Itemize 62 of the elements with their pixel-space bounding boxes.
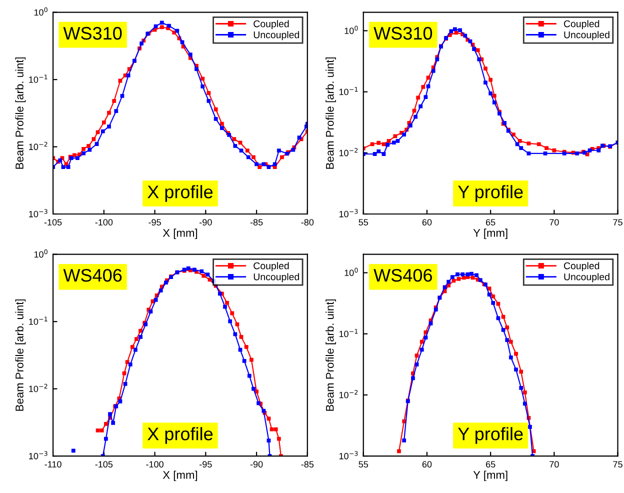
y-tick-label: 10$^{−2}$: [29, 142, 48, 150]
y-tick-label: 10$^{−3}$: [339, 209, 358, 218]
y-tick-label: 10$^{−1}$: [339, 328, 358, 338]
y-axis-title: Beam Profile [arb. uint]: [15, 299, 26, 411]
x-tick-label: 75: [613, 219, 622, 226]
legend-label: Coupled: [254, 20, 289, 30]
x-tick-label: -85: [250, 219, 263, 226]
annotation: WS406: [63, 268, 122, 282]
legend-label: Uncoupled: [254, 273, 300, 282]
y-axis-title: Beam Profile [arb. uint]: [326, 299, 336, 411]
x-tick-label: -110: [44, 461, 62, 468]
x-tick-label: 75: [613, 461, 622, 468]
annotation: WS310: [374, 26, 432, 40]
x-tick-label: -90: [200, 219, 212, 226]
x-tick-label: -95: [200, 461, 212, 468]
x-axis-title: X [mm]: [162, 470, 198, 482]
x-tick-label: -85: [301, 461, 314, 468]
x-axis-title: Y [mm]: [473, 470, 508, 482]
annotation: WS310: [63, 26, 122, 40]
legend-label: Uncoupled: [254, 31, 300, 40]
legend-label: Coupled: [564, 20, 600, 30]
annotation: X profile: [148, 185, 213, 202]
x-tick-label: 60: [422, 461, 432, 468]
x-tick-label: 60: [422, 219, 432, 226]
y-tick-label: 10$^{0}$: [34, 7, 48, 16]
annotation: X profile: [148, 427, 213, 444]
y-axis-title: Beam Profile [arb. uint]: [326, 57, 336, 169]
x-tick-label: -105: [95, 461, 113, 468]
x-tick-label: -100: [146, 461, 164, 468]
y-tick-label: 10$^{−2}$: [29, 384, 48, 392]
x-tick-label: -90: [250, 461, 263, 468]
y-tick-label: 10$^{0}$: [344, 26, 358, 34]
annotation: Y profile: [458, 427, 523, 444]
legend-label: Uncoupled: [564, 273, 610, 282]
x-tick-label: -95: [148, 219, 161, 226]
legend-label: Uncoupled: [564, 31, 610, 40]
x-tick-label: 55: [358, 219, 368, 226]
x-tick-label: -80: [301, 219, 314, 226]
y-axis-title: Beam Profile [arb. uint]: [15, 57, 26, 169]
x-axis-title: X [mm]: [162, 228, 198, 240]
x-tick-label: -100: [95, 219, 113, 226]
y-tick-label: 10$^{−1}$: [339, 86, 358, 96]
x-tick-label: 65: [486, 461, 496, 468]
x-tick-label: 55: [358, 461, 368, 468]
x-tick-label: -105: [44, 219, 62, 226]
x-tick-label: 70: [550, 461, 559, 468]
annotation: WS406: [374, 268, 432, 282]
y-tick-label: 10$^{−2}$: [339, 148, 358, 156]
y-tick-label: 10$^{−3}$: [29, 451, 48, 460]
y-tick-label: 10$^{−2}$: [339, 390, 358, 398]
y-tick-label: 10$^{−1}$: [29, 316, 48, 325]
legend-label: Coupled: [254, 262, 289, 272]
y-tick-label: 10$^{−3}$: [339, 451, 358, 460]
x-axis-title: Y [mm]: [473, 228, 508, 240]
legend-label: Coupled: [564, 262, 600, 272]
y-tick-label: 10$^{0}$: [344, 268, 358, 276]
y-tick-label: 10$^{0}$: [34, 249, 48, 258]
annotation: Y profile: [458, 185, 523, 202]
y-tick-label: 10$^{−3}$: [29, 209, 48, 218]
x-tick-label: 70: [550, 219, 559, 226]
y-tick-label: 10$^{−1}$: [29, 74, 48, 83]
x-tick-label: 65: [486, 219, 496, 226]
